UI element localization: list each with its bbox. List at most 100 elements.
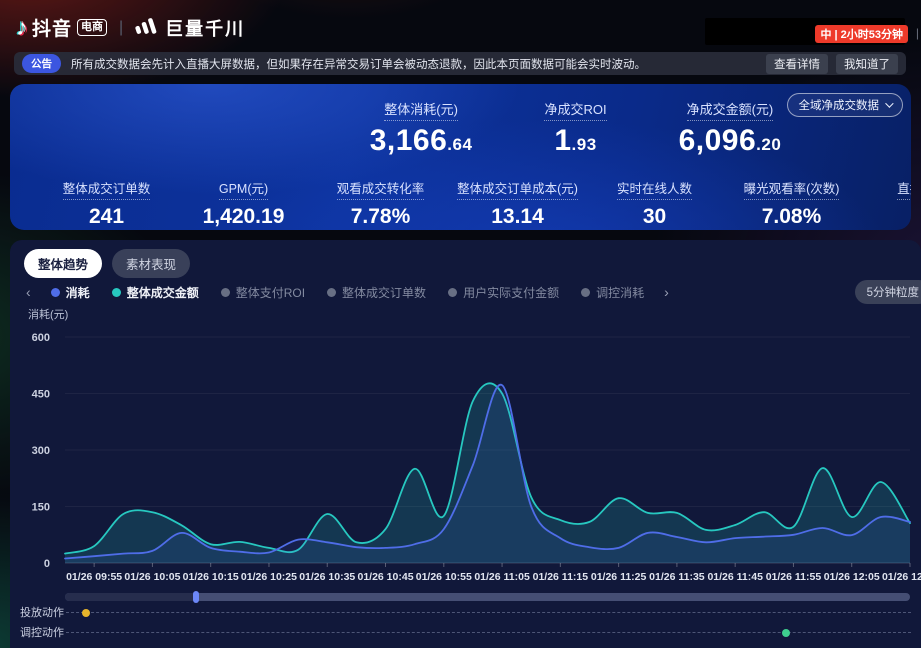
scope-selector-label: 全域净成交数据 [798,100,880,112]
metric-label: 整体成交订单数 [62,178,151,200]
svg-text:01/26 09:55: 01/26 09:55 [66,571,122,583]
primary-metric-0: 整体消耗(元) 3,166.64 [370,99,473,161]
metric-value: 3,0 [860,205,911,229]
legend-dot-icon [111,287,121,297]
top-header: ♪ 抖音 电商 | 巨量千川 中 | 2小时53分钟 | [0,0,921,50]
brand-area: ♪ 抖音 电商 | 巨量千川 [16,14,245,41]
action-event-dot[interactable] [82,608,91,617]
legend-dot-icon [448,287,458,297]
legend-items: 消耗 整体成交金额 整体支付ROI 整体成交订单数 用户实际支付金额 调控消耗 [50,284,644,301]
svg-text:01/26 11:35: 01/26 11:35 [649,571,705,583]
svg-text:450: 450 [32,389,50,401]
secondary-metric-3: 整体成交订单成本(元) 13.14 [449,178,586,229]
legend-item-label: 整体成交订单数 [342,285,427,300]
secondary-metric-0: 整体成交订单数 241 [38,178,175,229]
secondary-metric-2: 观看成交转化率 7.78% [312,178,449,229]
metric-label: 实时在线人数 [616,178,692,200]
secondary-metrics: 整体成交订单数 241 GPM(元) 1,420.19 观看成交转化率 7.78% 整体成交… [10,178,911,229]
svg-text:01/26 10:45: 01/26 10:45 [357,571,413,583]
chart-brush-scrollbar[interactable] [65,591,910,603]
secondary-metric-1: GPM(元) 1,420.19 [175,178,312,229]
metric-label: 曝光观看率(次数) [743,178,840,200]
tab-素材表现[interactable]: 素材表现 [112,249,191,278]
secondary-metric-5: 曝光观看率(次数) 7.08% [723,178,860,229]
svg-text:600: 600 [32,332,50,344]
qianchuan-logo-icon [135,15,159,40]
svg-text:01/26 12:15: 01/26 12:15 [882,571,921,583]
notice-bar: 公告 所有成交数据会先计入直播大屏数据，但如果存在异常交易订单会被动态退款，因此… [14,52,906,75]
legend-item-label: 整体支付ROI [235,285,306,300]
svg-text:150: 150 [32,502,50,514]
metric-value: 241 [88,205,125,228]
svg-text:01/26 11:15: 01/26 11:15 [533,571,589,583]
notice-text: 所有成交数据会先计入直播大屏数据，但如果存在异常交易订单会被动态退款，因此本页面… [71,58,646,71]
chart-legend: ‹ 消耗 整体成交金额 整体支付ROI 整体成交订单数 用户实际支付金额 调控消耗 › [26,284,831,300]
legend-dot-icon [581,287,591,297]
svg-text:01/26 10:55: 01/26 10:55 [416,571,472,583]
douyin-logo-text: 抖音 [32,19,73,40]
svg-text:01/26 10:35: 01/26 10:35 [299,571,355,583]
svg-text:01/26 11:25: 01/26 11:25 [591,571,647,583]
metric-value: 1,420.19 [202,205,285,228]
primary-metric-1: 净成交ROI 1.93 [544,99,607,161]
brush-selected-range [65,593,196,601]
svg-text:01/26 11:55: 01/26 11:55 [766,571,822,583]
metric-label: GPM(元) [218,178,269,200]
metric-value: 30 [642,205,667,228]
secondary-metric-4: 实时在线人数 30 [586,178,723,229]
metric-label: 净成交ROI [544,99,607,121]
primary-metric-2: 净成交金额(元) 6,096.20 [679,99,782,161]
svg-text:0: 0 [44,558,50,570]
action-row-label: 投放动作 [20,607,64,619]
view-details-button[interactable]: 查看详情 [766,53,828,74]
legend-dot-icon [327,287,337,297]
legend-item-label: 整体成交金额 [126,285,199,300]
action-event-dot[interactable] [781,628,790,637]
action-row-label: 调控动作 [20,627,64,639]
legend-item-1[interactable]: 整体成交金额 [111,284,199,301]
brush-handle[interactable] [192,591,199,603]
notice-badge: 公告 [22,54,61,73]
scope-selector-dropdown[interactable]: 全域净成交数据 [786,93,903,117]
legend-item-3[interactable]: 整体成交订单数 [327,284,426,301]
acknowledge-button[interactable]: 我知道了 [836,53,898,74]
brand-divider: | [119,18,124,36]
metric-value: 7.08% [761,205,822,228]
qianchuan-logo-text: 巨量千川 [165,18,246,39]
granularity-selector[interactable]: 5分钟粒度 [854,280,921,304]
legend-scroll-left-icon[interactable]: ‹ [26,284,31,300]
svg-text:01/26 11:05: 01/26 11:05 [474,571,530,583]
header-right-divider: | [915,26,919,40]
douyin-note-icon: ♪ [16,13,28,41]
svg-text:01/26 10:05: 01/26 10:05 [124,571,180,583]
action-row-1: 调控动作 [20,625,911,639]
metric-value: 1.93 [554,124,597,157]
metrics-panel: 全域净成交数据 整体消耗(元) 3,166.64 净成交ROI 1.93 净成交金额(元… [10,84,911,230]
legend-item-5[interactable]: 调控消耗 [581,284,644,301]
tab-整体趋势[interactable]: 整体趋势 [24,249,103,278]
trend-tabs: 整体趋势 素材表现 [24,249,191,278]
action-row-timeline[interactable] [66,628,911,637]
metric-value: 13.14 [491,205,544,228]
metric-value: 3,166.64 [369,124,473,157]
svg-text:01/26 10:15: 01/26 10:15 [183,571,239,583]
legend-item-4[interactable]: 用户实际支付金额 [448,284,559,301]
legend-scroll-right-icon[interactable]: › [664,284,669,300]
primary-metrics: 整体消耗(元) 3,166.64 净成交ROI 1.93 净成交金额(元) 6,096.2… [125,99,911,161]
metric-label: 观看成交转化率 [336,178,425,200]
legend-dot-icon [220,287,230,297]
legend-item-2[interactable]: 整体支付ROI [220,284,306,301]
trend-card: 整体趋势 素材表现 ‹ 消耗 整体成交金额 整体支付ROI 整体成交订单数 用户实际支付金… [10,240,921,648]
live-duration-badge: 中 | 2小时53分钟 [815,25,908,43]
legend-item-0[interactable]: 消耗 [50,284,90,301]
svg-text:300: 300 [32,445,50,457]
metric-label: 净成交金额(元) [686,99,774,121]
action-row-0: 投放动作 [20,605,911,619]
svg-text:01/26 10:25: 01/26 10:25 [241,571,297,583]
legend-dot-icon [50,287,60,297]
svg-text:01/26 11:45: 01/26 11:45 [707,571,763,583]
legend-item-label: 调控消耗 [596,285,645,300]
action-row-timeline[interactable] [66,608,911,617]
metric-value: 7.78% [350,205,411,228]
